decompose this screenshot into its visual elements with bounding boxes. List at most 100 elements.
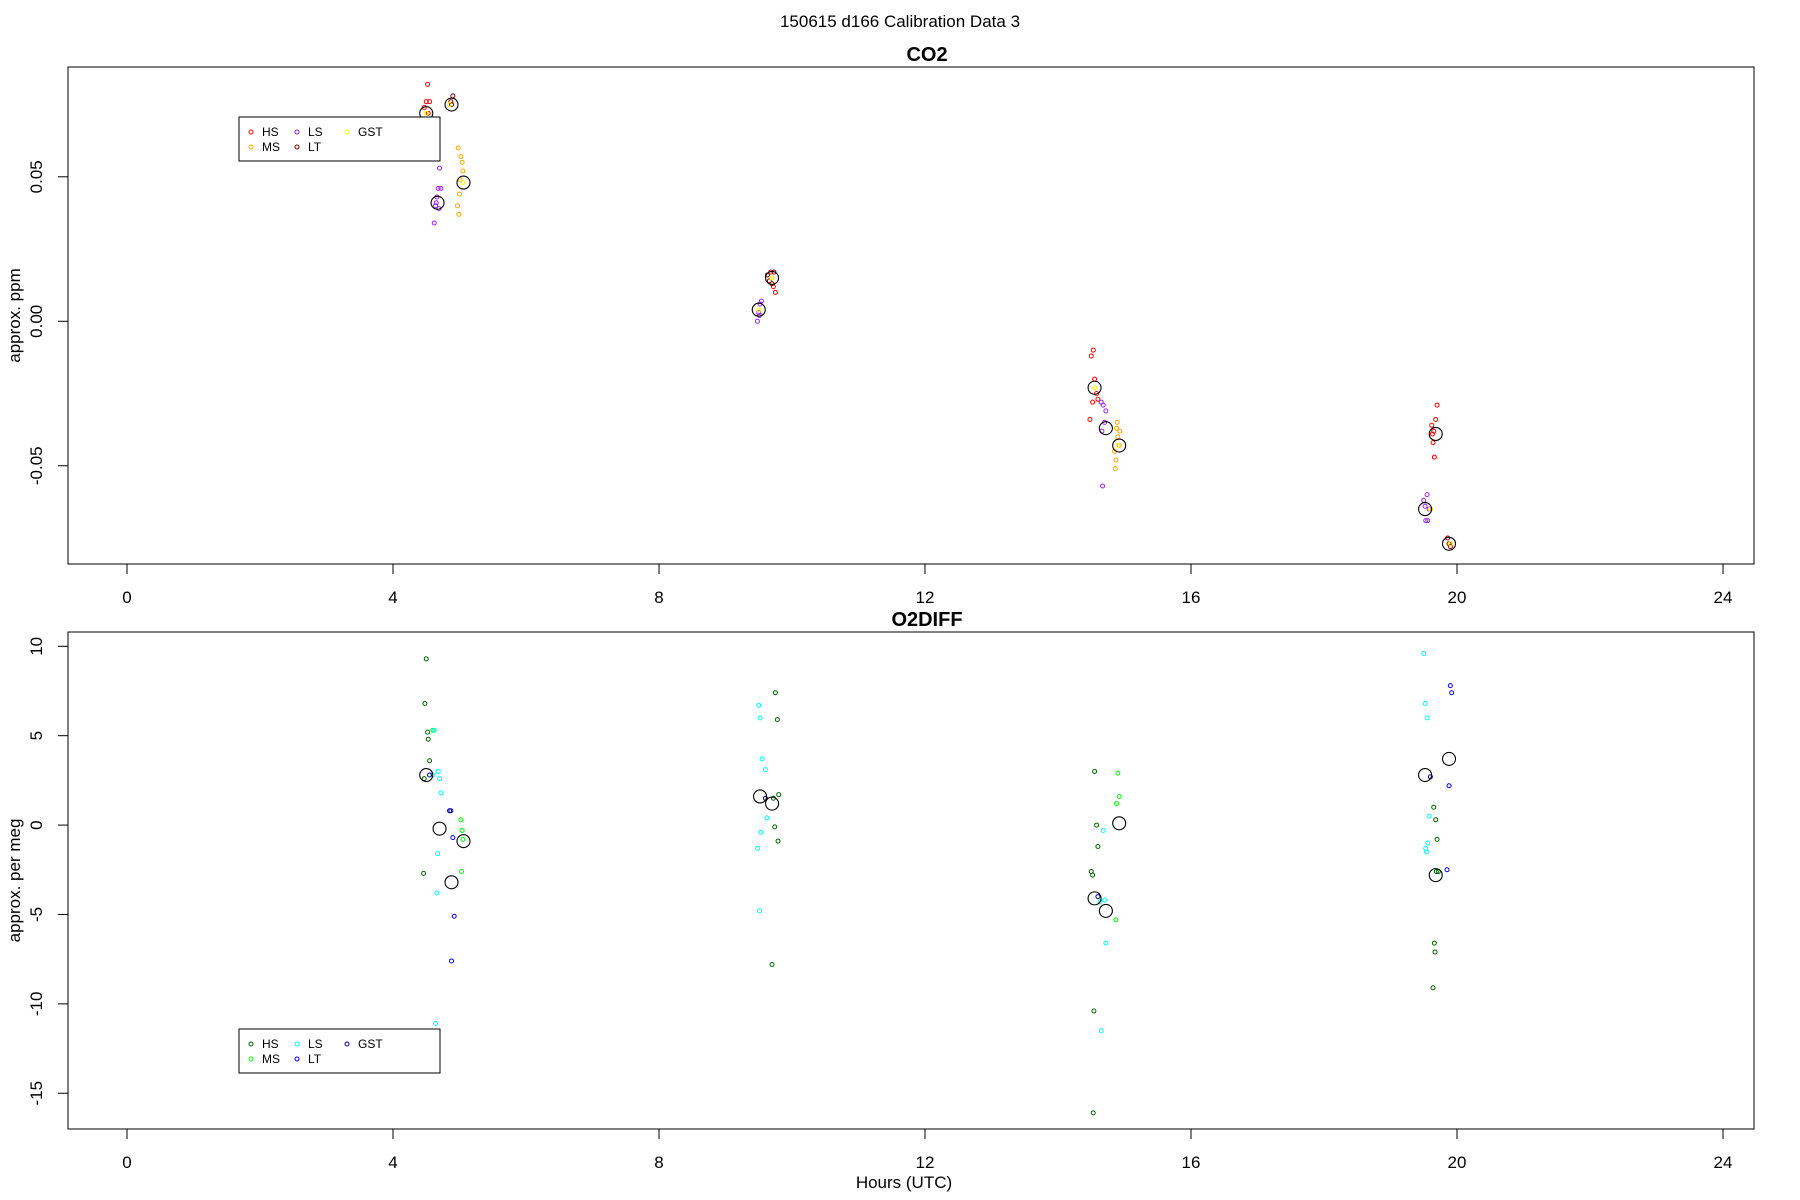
o2diff-y-tick-label: 0 [27,820,46,829]
o2diff-x-tick-label: 4 [388,1153,397,1172]
co2-legend-label-ms: MS [262,140,280,154]
o2diff-mean-point [753,789,768,804]
co2-gst-point [423,110,429,116]
o2diff-hs-point [1432,949,1438,955]
co2-lt-point [450,93,456,99]
co2-hs-point [1095,396,1101,402]
o2diff-ls-point [756,908,762,914]
co2-mean-point [1112,438,1127,453]
co2-legend-marker-gst [344,129,350,135]
co2-ls-point [1103,408,1109,414]
co2-x-tick-label: 16 [1182,588,1201,607]
o2diff-x-tick-label: 16 [1182,1153,1201,1172]
o2diff-hs-point [1088,869,1094,875]
o2diff-lt-point [450,835,456,841]
co2-legend-marker-hs [248,129,254,135]
co2-y-tick-label: 0.00 [27,305,46,338]
co2-ms-point [456,211,462,217]
co2-gst-point [769,275,775,281]
o2diff-hs-point [1430,985,1436,991]
o2diff-ls-point [759,756,765,762]
o2diff-mean-point [1428,868,1443,883]
o2diff-ls-point [1098,1028,1104,1034]
o2diff-legend-marker-lt [294,1056,300,1062]
o2diff-lt-point [1444,867,1450,873]
co2-hs-point [1434,402,1440,408]
co2-panel: CO2 0 4 8 12 16 20 24 -0.05 0.00 0.05 approx. ppm HS… [5,44,1755,607]
o2diff-ls-point [433,1021,439,1027]
o2diff-hs-point [425,729,431,735]
o2diff-hs-point [422,701,428,707]
o2diff-gst-point [447,808,453,814]
co2-ls-point [756,310,762,316]
o2diff-ls-point [1426,813,1432,819]
co2-hs-point [1429,431,1435,437]
o2diff-hs-point [421,776,427,782]
co2-hs-point [1092,376,1098,382]
co2-legend-marker-lt [294,144,300,150]
o2diff-mean-point [444,875,459,890]
co2-mean-point [1098,421,1113,436]
o2diff-ms-point [1114,801,1120,807]
co2-x-tick-label: 4 [388,588,397,607]
co2-ms-point [1117,428,1123,434]
co2-legend-label-lt: LT [308,140,322,154]
co2-mean-point [751,302,766,317]
co2-ms-point [1112,466,1118,472]
o2diff-y-label: approx. per meg [5,819,24,943]
o2diff-legend-marker-ls [294,1041,300,1047]
o2diff-ls-point [1423,849,1429,855]
co2-ls-point [1424,492,1430,498]
o2diff-hs-point [1431,804,1437,810]
co2-legend-label-gst: GST [358,125,383,139]
co2-hs-point [1090,347,1096,353]
o2diff-mean-point [1112,816,1127,831]
o2diff-mean-point [419,767,434,783]
co2-gst-point [460,180,466,186]
co2-lt-point [766,278,772,284]
co2-ls-point [433,200,439,206]
co2-ls-point [1422,503,1428,509]
co2-ls-point [438,185,444,191]
co2-mean-point [1428,426,1443,442]
figure-xlabel: Hours (UTC) [856,1173,952,1192]
o2diff-title: O2DIFF [891,609,962,631]
co2-x-tick-label: 8 [654,588,663,607]
co2-gst-point [756,307,762,313]
o2diff-ls-point [764,815,770,821]
o2diff-ls-point [435,768,441,774]
o2diff-ls-point [435,851,441,857]
o2diff-ls-point [1103,940,1109,946]
co2-ms-point [1115,434,1121,440]
co2-ls-point [1421,497,1427,503]
o2diff-ms-point [1115,770,1121,776]
o2diff-lt-point [1449,690,1455,696]
co2-y-label: approx. ppm [5,268,24,363]
o2diff-ms-point [458,869,464,875]
o2diff-hs-point [1433,869,1439,875]
co2-ms-point [459,159,465,165]
co2-ls-point [758,298,764,304]
o2diff-legend-label-gst: GST [358,1037,383,1051]
co2-hs-point [425,81,431,87]
o2diff-x-tick-label: 20 [1448,1153,1467,1172]
co2-legend-label-ls: LS [308,125,323,139]
figure-title: 150615 d166 Calibration Data 3 [780,12,1020,31]
o2diff-ls-point [1102,897,1108,903]
o2diff-ls-point [762,767,768,773]
o2diff-lt-point [451,913,457,919]
o2diff-legend-box [238,1028,441,1074]
o2diff-mean-point [432,821,447,836]
co2-ls-point [1423,518,1429,524]
co2-ls-point [437,165,443,171]
o2diff-hs-point [769,962,775,968]
o2diff-legend-marker-hs [248,1041,254,1047]
o2diff-hs-point [772,690,778,696]
o2diff-y-tick-label: 5 [27,731,46,740]
co2-x-tick-label: 12 [916,588,935,607]
co2-ms-point [457,191,462,197]
o2diff-ls-point [757,715,763,721]
o2diff-hs-point [776,792,782,798]
